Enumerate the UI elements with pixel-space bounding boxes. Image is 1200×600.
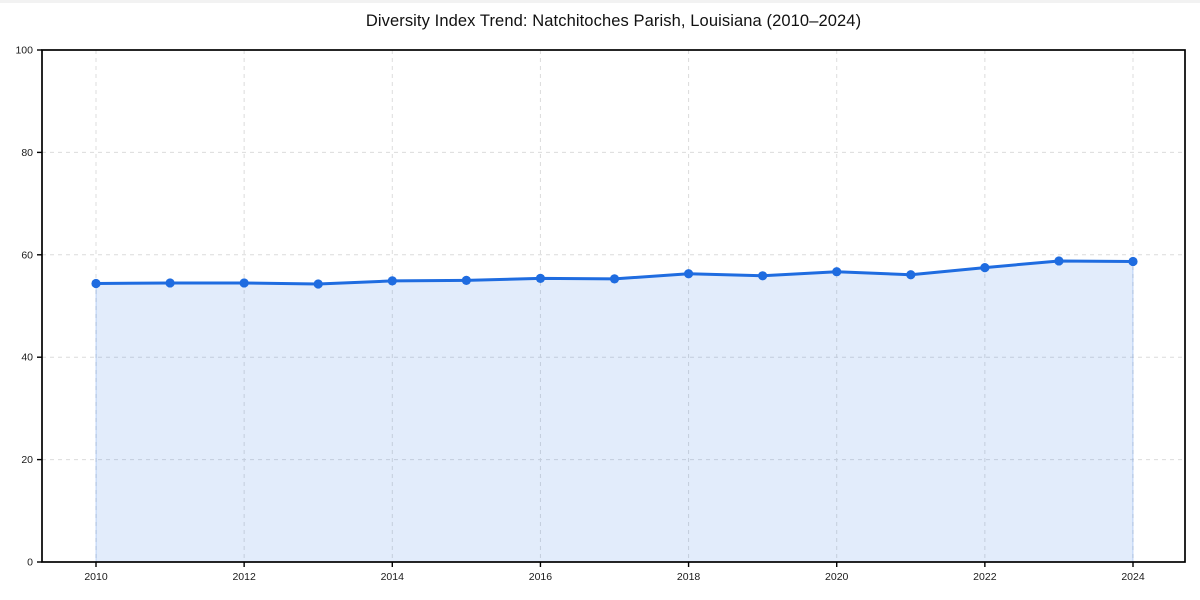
x-tick-label: 2024	[1121, 571, 1145, 583]
data-point	[165, 278, 175, 288]
y-tick-label: 60	[21, 249, 33, 261]
data-point	[758, 271, 768, 281]
data-point	[1128, 256, 1138, 267]
y-tick-label: 100	[15, 45, 33, 57]
x-tick-label: 2016	[529, 571, 553, 583]
y-tick-label: 40	[21, 352, 33, 364]
data-point	[832, 267, 842, 277]
x-tick-label: 2022	[973, 571, 997, 583]
y-tick-label: 0	[27, 557, 33, 569]
plot-border	[41, 49, 1186, 563]
x-tick-label: 2014	[381, 571, 405, 583]
chart-title: Diversity Index Trend: Natchitoches Pari…	[365, 12, 862, 30]
data-point	[980, 263, 990, 273]
data-point	[239, 278, 249, 288]
area-fill	[95, 260, 1134, 563]
data-point	[461, 275, 471, 285]
x-tick-label: 2020	[825, 571, 849, 583]
top-edge-strip	[0, 0, 1200, 3]
y-tick-label: 20	[21, 454, 33, 466]
data-point	[387, 276, 397, 286]
x-tick-label: 2018	[677, 571, 701, 583]
x-tick-label: 2012	[232, 571, 256, 583]
data-point	[609, 274, 620, 284]
x-tick-label: 2010	[84, 571, 108, 583]
data-point	[91, 278, 101, 289]
data-point	[683, 269, 694, 279]
data-point	[535, 273, 546, 283]
y-tick-label: 80	[21, 147, 33, 159]
data-point	[906, 270, 916, 280]
data-point	[313, 279, 323, 289]
data-point	[1054, 256, 1064, 266]
